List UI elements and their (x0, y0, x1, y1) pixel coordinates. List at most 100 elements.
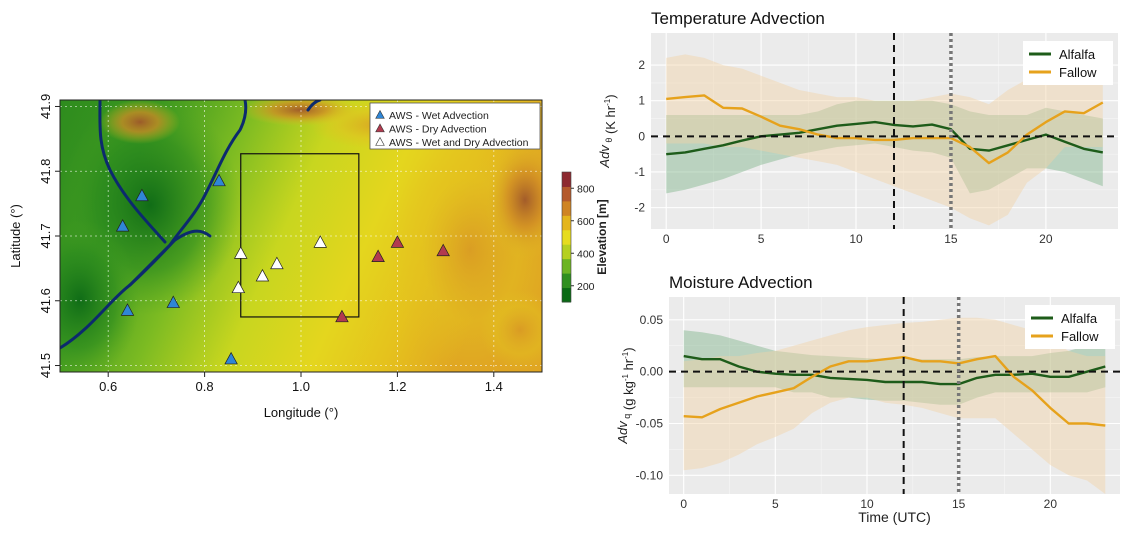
legend-label: Fallow (1061, 329, 1099, 344)
y-axis-label: Adv q (g kg-1 hr-1) (615, 347, 636, 444)
y-tick-label: -0.10 (636, 468, 664, 482)
map-x-tick-label: 0.6 (99, 379, 117, 394)
y-axis-label-unit: ) (621, 347, 636, 351)
y-tick-label: 2 (638, 58, 645, 72)
chart-legend-box (1023, 41, 1113, 85)
legend-label: AWS - Wet and Dry Advection (389, 137, 529, 149)
colorbar-segment (562, 287, 571, 303)
legend-marker (375, 109, 385, 119)
map-y-axis: 41.5 41.6 41.7 41.8 41.9 (38, 94, 60, 378)
station-wet-marker (212, 173, 226, 187)
colorbar-frame (561, 171, 572, 303)
y-axis-label-subscript: θ (604, 138, 614, 146)
map-y-tick-label: 41.7 (38, 223, 53, 248)
colorbar-label: Elevation [m] (595, 199, 609, 274)
colorbar-tick-label: 400 (577, 248, 595, 260)
temperature-advection-chart: 0 5 10 15 20 -2 -1 0 1 2 Temperature Advection Adv … (597, 9, 1118, 246)
colorbar-tick-label: 200 (577, 281, 595, 293)
y-axis-label-main: Adv (615, 420, 630, 445)
station-dry-marker (436, 243, 450, 257)
study-domain-box (240, 153, 360, 318)
terrain-patch (485, 140, 542, 260)
x-tick-label: 0 (663, 232, 670, 246)
x-tick-label: 5 (758, 232, 765, 246)
river-line (98, 100, 167, 244)
station-both-marker (313, 235, 328, 248)
fallow-line (666, 94, 1104, 165)
station-wet-marker (166, 295, 181, 308)
y-axis-label-unit: (K hr (603, 105, 618, 137)
map-y-tick-label: 41.9 (38, 94, 53, 119)
y-axis-label-unit: hr (621, 358, 636, 374)
map-legend-box (369, 102, 541, 150)
x-tick-label: 20 (1044, 497, 1058, 511)
station-both-marker (231, 280, 246, 294)
moisture-advection-chart: 0 5 10 15 20 -0.10 -0.05 0.00 0.05 Moisture Advec… (615, 273, 1120, 525)
y-tick-label: 0 (638, 129, 645, 143)
alfalfa-line (666, 120, 1104, 156)
map-y-tick-label: 41.6 (38, 288, 53, 313)
map-legend: AWS - Wet Advection AWS - Dry AdvectionAW… (369, 102, 541, 150)
y-tick-label: 0.00 (640, 365, 664, 379)
map-x-axis-label: Longitude (°) (264, 405, 339, 420)
colorbar-tick-label: 800 (577, 183, 595, 195)
x-tick-label: 20 (1039, 232, 1053, 246)
station-wet-marker (224, 351, 238, 365)
y-axis-label-unit: ) (603, 94, 618, 98)
terrain-patch (100, 100, 180, 144)
colorbar-segment (562, 200, 571, 216)
elevation-colorbar: 200 400 600 800 Elevation [m] (561, 171, 609, 303)
x-tick-label: 0 (680, 497, 687, 511)
colorbar-tick-label: 600 (577, 216, 595, 228)
fallow-ribbon (666, 50, 1103, 226)
station-both-marker (233, 246, 248, 259)
y-tick-label: -1 (634, 165, 645, 179)
y-axis-label-exponent: -1 (603, 98, 612, 106)
colorbar-segment (562, 215, 571, 231)
map-y-tick-label: 41.8 (38, 159, 53, 184)
station-both-marker (270, 256, 284, 270)
river-line (128, 100, 248, 287)
station-wet-marker (120, 303, 135, 316)
colorbar-ticks: 200 400 600 800 (571, 183, 595, 293)
station-both-marker (255, 268, 270, 282)
y-axis-label-exponent: -1 (621, 351, 630, 359)
map-x-tick-label: 1.4 (485, 379, 503, 394)
legend-label: AWS - Dry Advection (389, 124, 487, 136)
map-x-tick-label: 0.8 (196, 379, 214, 394)
map-y-tick-label: 41.5 (38, 353, 53, 378)
terrain-patch (480, 290, 542, 370)
chart-legend-box (1025, 305, 1115, 349)
elevation-map: 0.6 0.8 1.0 1.2 1.4 41.5 41.6 41.7 41.8 41.9 Lon… (8, 94, 609, 420)
colorbar-segment (562, 186, 571, 202)
chart-title: Temperature Advection (651, 9, 825, 28)
station-wet-marker (135, 188, 149, 202)
station-markers (115, 173, 450, 365)
station-wet-marker (115, 219, 130, 232)
station-dry-marker (371, 249, 385, 262)
legend-marker (375, 136, 385, 146)
chart-title: Moisture Advection (669, 273, 813, 292)
map-x-tick-label: 1.0 (292, 379, 310, 394)
alfalfa-ribbon (683, 330, 1106, 405)
y-tick-label: 0.05 (640, 313, 664, 327)
map-x-axis: 0.6 0.8 1.0 1.2 1.4 (99, 372, 503, 394)
x-axis-label: Time (UTC) (858, 509, 931, 525)
map-y-axis-label: Latitude (°) (8, 204, 23, 268)
colorbar-segment (562, 258, 571, 274)
x-tick-label: 10 (860, 497, 874, 511)
legend-marker (375, 123, 385, 133)
legend-label: Alfalfa (1059, 47, 1096, 62)
legend-label: Fallow (1059, 65, 1097, 80)
map-x-tick-label: 1.2 (388, 379, 406, 394)
colorbar-segment (562, 172, 571, 187)
y-tick-label: -0.05 (636, 416, 664, 430)
legend-label: Alfalfa (1061, 311, 1098, 326)
y-tick-label: 1 (638, 94, 645, 108)
y-axis-label-exponent: -1 (621, 374, 630, 382)
colorbar-segment (562, 244, 571, 260)
y-tick-label: -2 (634, 201, 645, 215)
fallow-line (683, 354, 1106, 427)
x-tick-label: 15 (952, 497, 966, 511)
colorbar-strip (561, 171, 572, 303)
